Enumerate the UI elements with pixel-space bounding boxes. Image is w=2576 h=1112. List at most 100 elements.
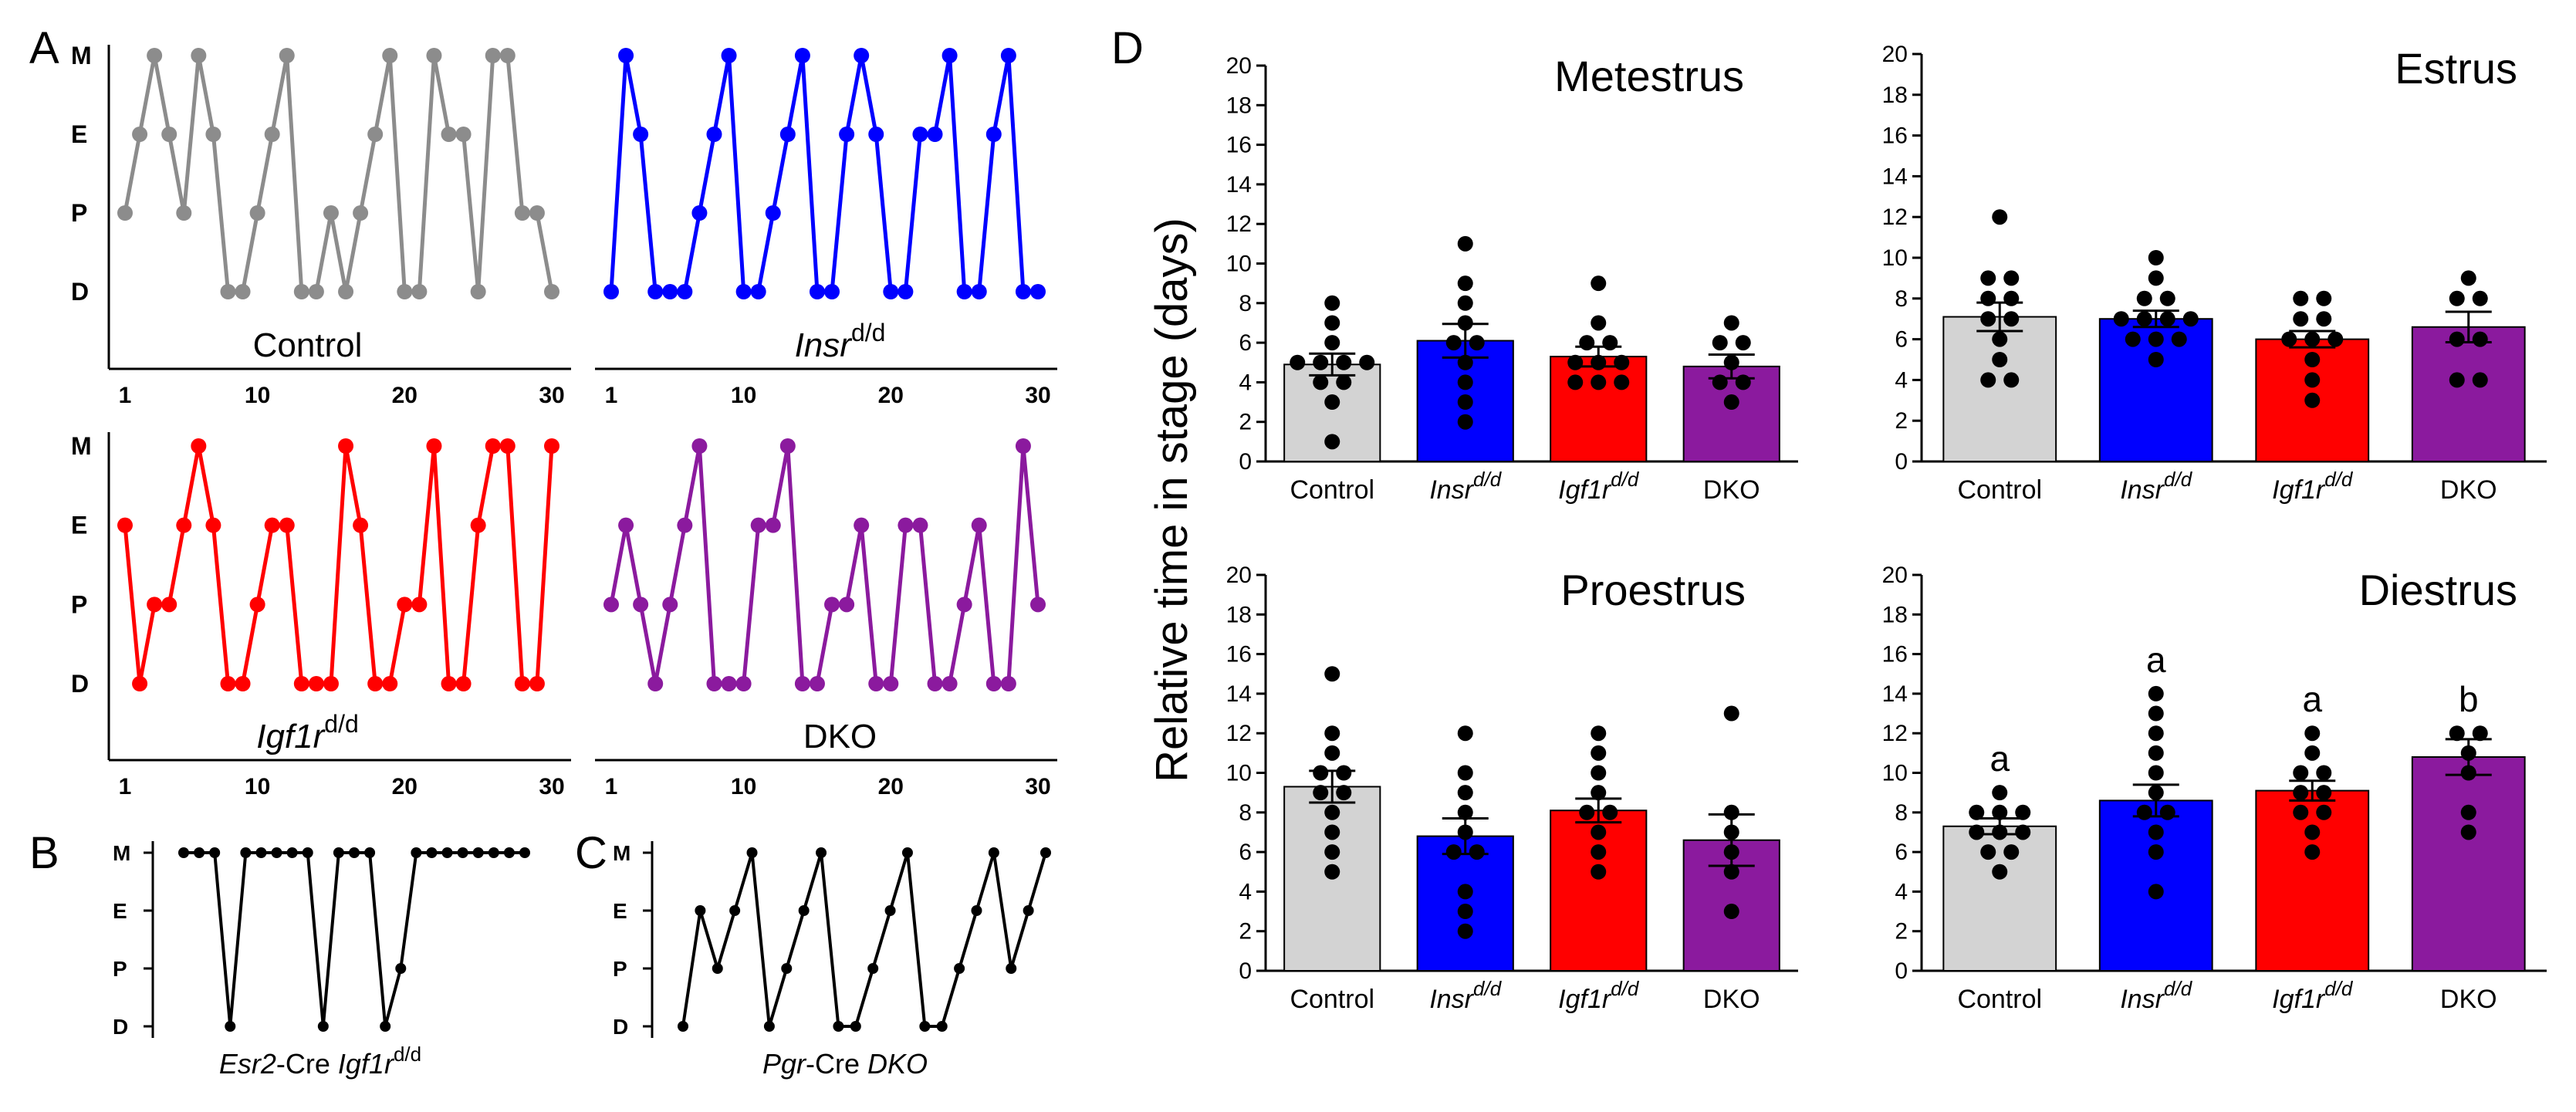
data-point	[1445, 844, 1462, 860]
y-tick-label: 16	[1226, 642, 1252, 668]
data-point	[1324, 666, 1340, 682]
data-point	[1324, 394, 1340, 411]
data-point	[824, 284, 840, 299]
data-point	[695, 905, 706, 916]
data-point	[1313, 785, 1329, 801]
data-point	[1469, 335, 1485, 351]
y-tick-label: 18	[1882, 602, 1908, 627]
data-point	[1567, 354, 1584, 370]
data-point	[2003, 844, 2020, 860]
y-tick-label: 10	[1882, 245, 1908, 271]
data-point	[132, 127, 148, 142]
data-point	[2159, 290, 2175, 306]
data-point	[235, 284, 251, 299]
data-point	[380, 1021, 391, 1032]
data-point	[117, 517, 133, 533]
category-label-igf1r: Igf1rd/d	[2272, 977, 2354, 1014]
x-tick-label: 1	[119, 383, 132, 408]
data-point	[235, 676, 251, 691]
data-point	[2304, 824, 2321, 840]
panel-letter-b: B	[29, 828, 59, 878]
data-point	[647, 676, 664, 691]
data-point	[633, 597, 649, 613]
y-axis-label: Relative time in stage (days)	[1147, 218, 1197, 782]
data-point	[809, 676, 825, 691]
series-line	[123, 444, 554, 686]
y-tick-label: 4	[1895, 367, 1908, 393]
data-point	[956, 597, 972, 613]
data-point	[912, 127, 928, 142]
bar-igf1r	[1550, 356, 1648, 462]
data-point	[729, 905, 741, 916]
category-text: Insr	[1429, 985, 1474, 1014]
data-point	[2148, 745, 2164, 761]
data-point	[794, 676, 810, 691]
data-point	[2472, 290, 2488, 306]
category-label-dko: DKO	[1703, 985, 1760, 1014]
category-text: Igf1r	[1558, 475, 1612, 505]
y-tick-label: 2	[1895, 408, 1908, 434]
data-point	[2293, 804, 2309, 820]
x-tick-label: 1	[119, 774, 132, 799]
x-tick-label: 20	[392, 383, 418, 408]
data-point	[1992, 209, 2008, 225]
stage-label-E: E	[613, 899, 627, 923]
data-point	[426, 48, 442, 63]
stage-label-E: E	[71, 120, 87, 148]
data-point	[603, 284, 619, 299]
data-point	[455, 676, 472, 691]
category-superscript: d/d	[1611, 468, 1640, 491]
category-text: Igf1r	[2272, 985, 2326, 1014]
cycle-plot-control: D P E M 1 10 20 30 Control	[71, 42, 571, 408]
data-point	[308, 676, 324, 691]
data-point	[249, 205, 265, 221]
data-point	[225, 1021, 236, 1032]
x-tick-label: 20	[878, 383, 904, 408]
data-point	[2304, 372, 2321, 388]
data-point	[662, 597, 678, 613]
data-point	[927, 676, 943, 691]
data-point	[706, 127, 722, 142]
data-point	[854, 48, 870, 63]
data-point	[735, 676, 752, 691]
data-point	[1723, 394, 1739, 411]
y-tick-label: 20	[1882, 563, 1908, 588]
y-tick-label: 0	[1239, 449, 1252, 475]
panel-letter-d: D	[1111, 23, 1144, 73]
x-tick-label: 30	[1025, 774, 1050, 799]
data-point	[205, 517, 221, 533]
data-point	[264, 127, 280, 142]
y-tick-label: 14	[1882, 164, 1908, 189]
cycle-plot-dko: 1 10 20 30 DKO	[595, 438, 1057, 799]
data-point	[1591, 765, 1607, 781]
category-superscript: d/d	[2164, 977, 2193, 1000]
x-tick-label: 30	[1025, 383, 1050, 408]
data-point	[1030, 284, 1046, 299]
data-point	[1591, 745, 1607, 761]
y-tick-label: 16	[1882, 642, 1908, 668]
category-label-dko: DKO	[2440, 985, 2497, 1014]
data-point	[1980, 844, 1996, 860]
category-label-insr: Insrd/d	[2120, 977, 2192, 1014]
data-point	[2281, 331, 2297, 347]
data-point	[2148, 331, 2164, 347]
data-point	[441, 847, 453, 858]
data-point	[2003, 372, 2020, 388]
data-point	[2328, 331, 2344, 347]
data-point	[1980, 311, 1996, 327]
bar-chart-diestrus: 02468101214161820ControlaInsrd/daIgf1rd/…	[1882, 563, 2547, 1014]
data-point	[2159, 311, 2175, 327]
data-point	[2171, 331, 2187, 347]
data-point	[338, 438, 354, 454]
caption-italic-2: Igf1r	[338, 1048, 395, 1080]
data-point	[1602, 335, 1618, 351]
data-point	[209, 847, 221, 858]
caption-superscript: d/d	[394, 1043, 421, 1066]
y-tick-label: 10	[1226, 761, 1252, 786]
data-point	[618, 517, 634, 533]
data-point	[240, 847, 252, 858]
data-point	[1313, 374, 1329, 390]
data-point	[1290, 354, 1306, 370]
